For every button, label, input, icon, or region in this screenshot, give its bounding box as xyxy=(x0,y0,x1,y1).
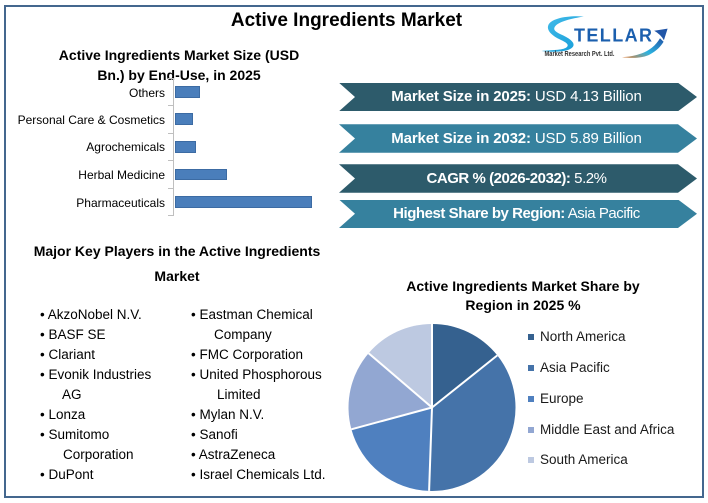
svg-text:Market Research Pvt. Ltd.: Market Research Pvt. Ltd. xyxy=(545,49,615,58)
svg-text:TELLAR: TELLAR xyxy=(574,26,652,46)
